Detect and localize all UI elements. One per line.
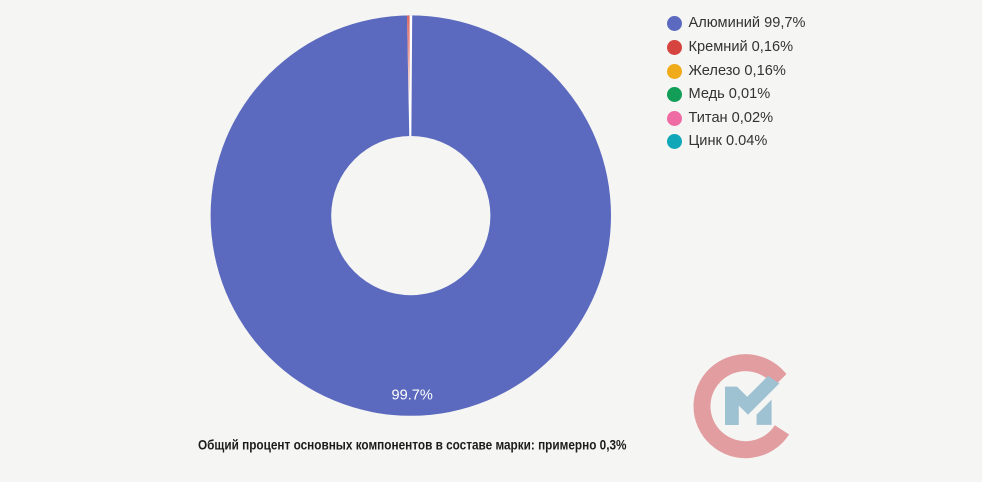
svg-text:99.7%: 99.7%: [392, 387, 433, 403]
svg-text:Общий процент основных компоне: Общий процент основных компонентов в сос…: [198, 436, 627, 452]
